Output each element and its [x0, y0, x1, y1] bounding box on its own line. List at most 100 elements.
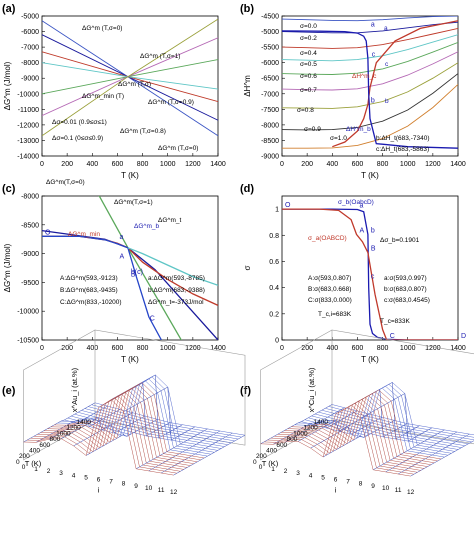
surface-line	[260, 404, 333, 445]
y-tick-label: -8000	[21, 194, 39, 201]
x-tick-label: 1000	[400, 345, 416, 352]
point-label: a	[120, 234, 124, 241]
i-tick-label: 3	[59, 470, 63, 477]
point-label: c	[371, 274, 375, 281]
point-label: A	[360, 227, 365, 234]
point-label: b(c)	[131, 269, 143, 276]
y-tick-label: -8500	[21, 222, 39, 229]
t-tick-label: 600	[276, 442, 287, 449]
x-tick-label: 0	[280, 345, 284, 352]
i-tick-label: 11	[158, 487, 165, 494]
annotation-text: c:ΔH_t(683,-5863)	[376, 146, 429, 153]
x-axis-label: T (K)	[121, 171, 139, 180]
point-label: B	[131, 272, 136, 279]
y-axis-label: ΔG^m (J/mol)	[3, 243, 12, 292]
annotation-text: ΔG^m_min (T)	[82, 93, 124, 100]
surface-line	[310, 416, 383, 449]
series-line	[127, 247, 218, 286]
t-tick-label: 800	[287, 436, 298, 443]
y-tick-label: -7000	[261, 91, 279, 98]
i-tick-label: 7	[346, 479, 350, 486]
annotation-text: b:ΔH_t(683,-7340)	[376, 135, 429, 142]
plot-frame	[281, 15, 459, 157]
x-tick-label: 1200	[185, 161, 201, 168]
annotation-text: ΔH^m_c	[352, 73, 377, 80]
i-tick-label: 11	[395, 487, 402, 494]
surface-line	[331, 404, 474, 436]
panel-label: (f)	[240, 385, 251, 397]
panel-label: (e)	[2, 385, 16, 397]
x-tick-label: 200	[61, 345, 73, 352]
x-tick-label: 1000	[160, 161, 176, 168]
y-tick-label: -11000	[18, 107, 39, 114]
y-tick-label: -6000	[21, 29, 39, 36]
annotation-text: ΔG^m(T,σ=1)	[114, 199, 153, 206]
series-line	[282, 41, 458, 75]
x-tick-label: 400	[86, 345, 98, 352]
y-tick-label: 0.6	[269, 259, 279, 266]
i-tick-label: 1	[34, 466, 38, 473]
t-tick-label: 200	[256, 453, 267, 460]
x-tick-label: 0	[40, 345, 44, 352]
plot-frame	[41, 195, 219, 341]
i-tick-label: 1	[271, 466, 275, 473]
y-tick-label: -14000	[17, 154, 39, 161]
y-axis-label: i	[335, 486, 337, 495]
surface-line	[35, 405, 108, 443]
annotation-text: A:σ(593,0.807)	[308, 275, 351, 282]
plot-frame	[41, 15, 219, 157]
i-tick-label: 0	[259, 464, 263, 471]
x-tick-label: 800	[137, 345, 149, 352]
annotation-text: T_c,i=683K	[318, 311, 352, 318]
series-line	[282, 62, 458, 109]
x-tick-label: 0	[40, 161, 44, 168]
y-tick-label: -10000	[17, 91, 39, 98]
t-tick-label: 1400	[314, 419, 329, 426]
x-tick-label: 600	[112, 345, 124, 352]
i-tick-label: 8	[122, 481, 126, 488]
surface-line	[314, 413, 466, 446]
annotation-text: ΔG^m (T,σ=0.8)	[120, 128, 166, 135]
surface-line	[325, 408, 474, 441]
annotation-text: σ=0.5	[300, 61, 317, 68]
y-axis-label: σ	[243, 265, 252, 270]
y-tick-label: -10000	[17, 309, 39, 316]
annotation-text: σ=0.9	[304, 126, 321, 133]
annotation-text: σ_b(OabcD)	[338, 199, 374, 206]
annotation-text: c:σ(683,0.4545)	[384, 297, 430, 304]
annotation-text: σ=0.8	[297, 107, 314, 114]
annotation-text: σ_a(OABCD)	[308, 235, 347, 242]
x-tick-label: 200	[61, 161, 73, 168]
annotation-text: C:ΔG^m(833,-10200)	[60, 299, 122, 306]
surface-line	[372, 429, 445, 471]
t-tick-label: 400	[29, 448, 40, 455]
series-line	[282, 84, 458, 149]
surface-line	[135, 428, 208, 470]
t-tick-label: 1400	[77, 419, 92, 426]
series-line	[282, 21, 458, 34]
y-tick-label: -12000	[17, 122, 39, 129]
annotation-text: ΔG^m_t	[158, 217, 181, 224]
i-tick-label: 9	[134, 483, 138, 490]
series-line	[42, 59, 218, 95]
y-tick-label: -5000	[21, 14, 39, 21]
y-tick-label: -13000	[17, 138, 39, 145]
y-tick-label: 1	[275, 207, 279, 214]
y-tick-label: -5500	[261, 45, 279, 52]
annotation-text: B:σ(683,0.668)	[308, 286, 351, 293]
x-tick-label: 1400	[450, 161, 466, 168]
point-label: D	[461, 333, 466, 340]
y-tick-label: -9000	[261, 154, 279, 161]
panel-label: (c)	[2, 183, 16, 195]
annotation-text: ΔG^m_min	[68, 231, 100, 238]
y-axis-label: i	[98, 486, 100, 495]
annotation-text: ΔG^m (T,σ=0)	[158, 145, 198, 152]
x-tick-label: 400	[326, 161, 338, 168]
y-tick-label: -8500	[261, 138, 279, 145]
surface-line	[260, 406, 411, 477]
surface-line	[77, 412, 229, 445]
annotation-text: ΔG^m (T,σ=0.9)	[148, 99, 194, 106]
point-label: O	[285, 202, 291, 209]
surface-line	[321, 409, 472, 443]
